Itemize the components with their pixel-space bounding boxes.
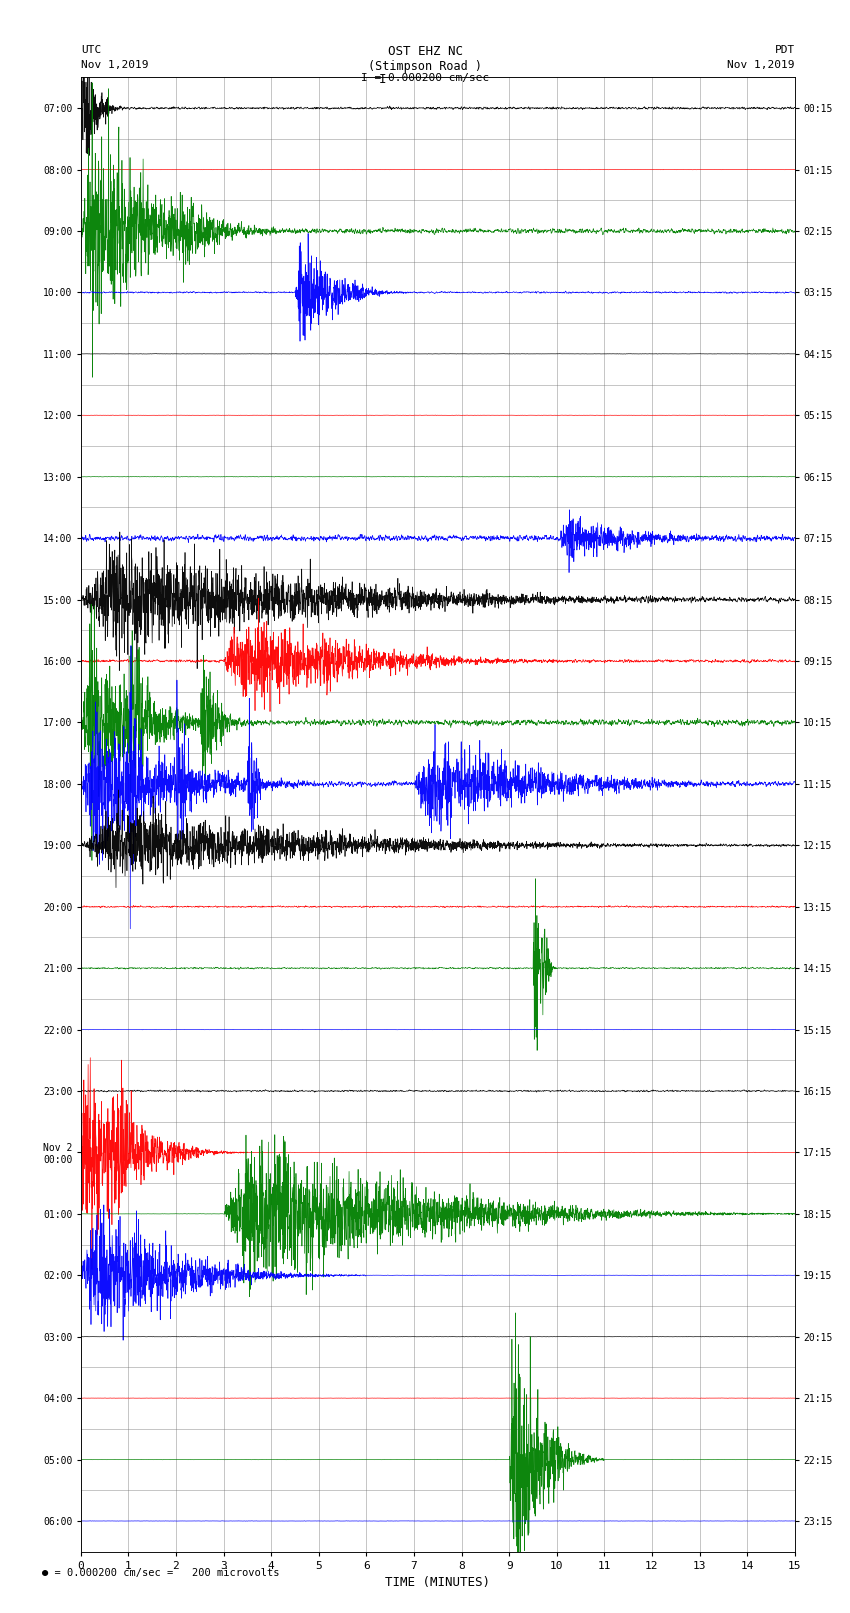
Text: Nov 1,2019: Nov 1,2019	[728, 60, 795, 69]
Text: OST EHZ NC: OST EHZ NC	[388, 45, 462, 58]
Text: ● = 0.000200 cm/sec =   200 microvolts: ● = 0.000200 cm/sec = 200 microvolts	[42, 1568, 280, 1578]
Text: Nov 1,2019: Nov 1,2019	[81, 60, 148, 69]
X-axis label: TIME (MINUTES): TIME (MINUTES)	[385, 1576, 490, 1589]
Text: I: I	[379, 73, 387, 85]
Text: UTC: UTC	[81, 45, 101, 55]
Text: (Stimpson Road ): (Stimpson Road )	[368, 60, 482, 73]
Text: PDT: PDT	[774, 45, 795, 55]
Text: I = 0.000200 cm/sec: I = 0.000200 cm/sec	[361, 73, 489, 82]
